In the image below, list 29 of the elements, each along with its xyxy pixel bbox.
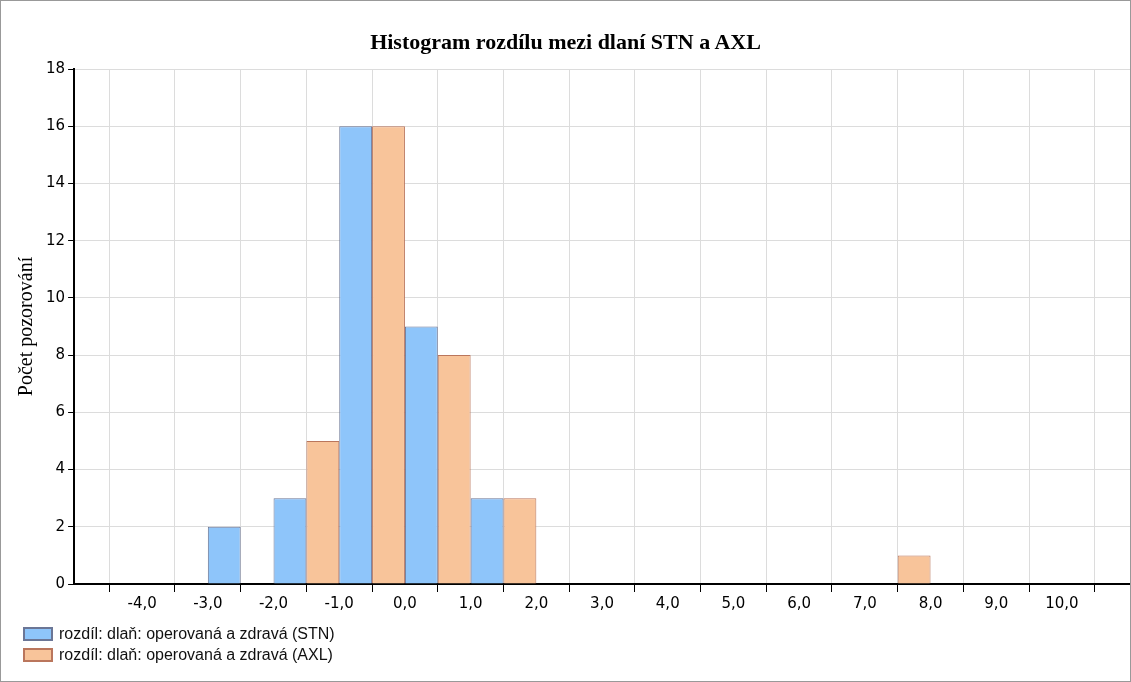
x-tick-label: 3,0: [590, 593, 614, 612]
y-tick-label: 14: [45, 173, 66, 192]
chart-title: Histogram rozdílu mezi dlaní STN a AXL: [370, 28, 761, 54]
x-tick-label: 0,0: [393, 593, 417, 612]
x-tick-label: -1,0: [324, 593, 354, 612]
y-tick-label: 2: [55, 516, 66, 535]
x-tick-label: 5,0: [721, 593, 746, 612]
x-tick-label: -4,0: [127, 593, 157, 612]
legend-label: rozdíl: dlaň: operovaná a zdravá (STN): [59, 624, 335, 643]
y-tick-label: 12: [45, 230, 66, 249]
y-tick-label: 18: [45, 58, 66, 77]
x-tick-label: 7,0: [852, 593, 877, 612]
y-axis-title: Počet pozorování: [14, 256, 38, 397]
x-tick-label: 8,0: [918, 593, 943, 612]
x-tick-label: 10,0: [1045, 593, 1079, 612]
legend-label: rozdíl: dlaň: operovaná a zdravá (AXL): [59, 645, 333, 664]
y-tick-label: 6: [55, 402, 66, 421]
x-tick-label: 6,0: [787, 593, 812, 612]
y-tick-label: 4: [55, 459, 66, 478]
x-tick-label: -2,0: [258, 593, 289, 612]
y-tick-label: 10: [45, 287, 66, 306]
x-tick-label: 9,0: [984, 593, 1009, 612]
y-tick-label: 0: [55, 573, 66, 592]
x-tick-label: -3,0: [193, 593, 223, 612]
y-tick-label: 16: [45, 116, 66, 135]
x-tick-label: 4,0: [655, 593, 680, 612]
x-tick-label: 1,0: [458, 593, 483, 612]
x-tick-label: 2,0: [524, 593, 549, 612]
y-tick-label: 8: [55, 345, 66, 363]
